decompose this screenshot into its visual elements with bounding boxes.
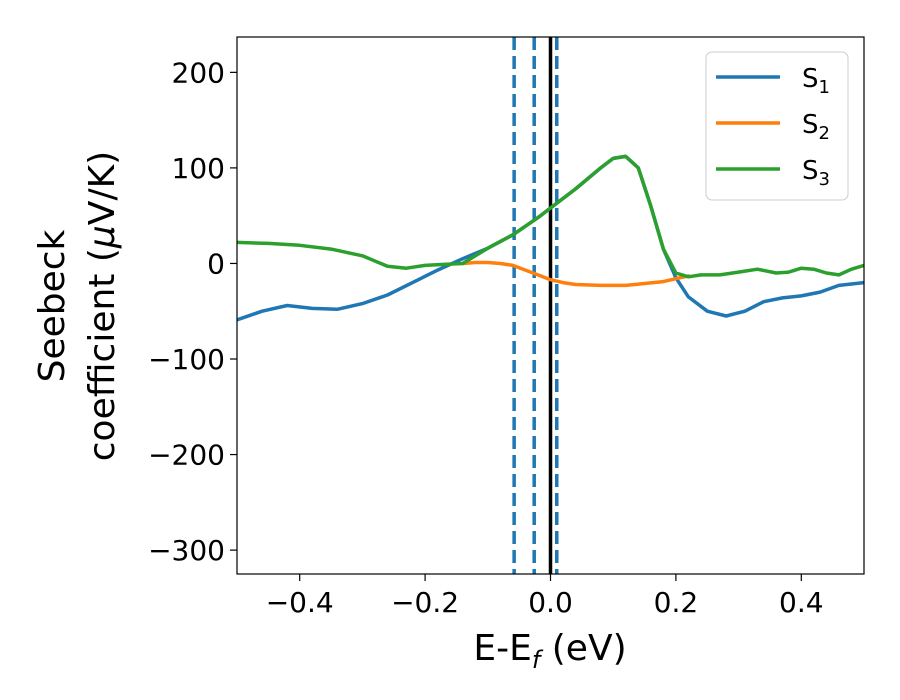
legend-label-s2: S2 <box>802 110 830 144</box>
x-tick-label: −0.2 <box>391 586 459 619</box>
legend: S1 S2 S3 <box>705 51 849 201</box>
x-axis-label-tail: (eV) <box>540 628 626 669</box>
y-axis-ticks: 200 100 0 −100 −200 −300 <box>148 56 237 567</box>
y-axis-label-line2: coefficient (μV/K) <box>82 151 123 461</box>
y-tick-label: 200 <box>172 56 225 89</box>
x-tick-label: 0.0 <box>528 586 573 619</box>
series-line-s3 <box>237 154 864 279</box>
x-tick-label: −0.4 <box>266 586 334 619</box>
x-tick-label: 0.4 <box>779 586 824 619</box>
y-tick-label: −200 <box>148 439 225 472</box>
x-axis-label-main: E-E <box>473 628 531 669</box>
y-tick-label: 0 <box>207 247 225 280</box>
x-axis-label: E-Ef (eV) <box>473 628 626 674</box>
legend-box <box>705 51 849 201</box>
plot-content <box>237 37 864 574</box>
y-axis-label-line2-pre: coefficient ( <box>82 248 123 461</box>
series-line-s2 <box>460 260 691 288</box>
x-axis-ticks: −0.4 −0.2 0.0 0.2 0.4 <box>266 574 824 619</box>
legend-label-s1: S1 <box>802 64 830 98</box>
x-tick-label: 0.2 <box>654 586 699 619</box>
y-axis-label: Seebeck coefficient (μV/K) <box>32 151 123 461</box>
y-tick-label: 100 <box>172 152 225 185</box>
y-tick-label: −100 <box>148 343 225 376</box>
y-tick-label: −300 <box>148 534 225 567</box>
y-axis-label-mu: μ <box>82 225 123 249</box>
y-axis-label-line2-post: V/K) <box>82 151 123 225</box>
y-axis-label-line1: Seebeck <box>32 229 73 382</box>
legend-label-s3: S3 <box>802 156 830 190</box>
